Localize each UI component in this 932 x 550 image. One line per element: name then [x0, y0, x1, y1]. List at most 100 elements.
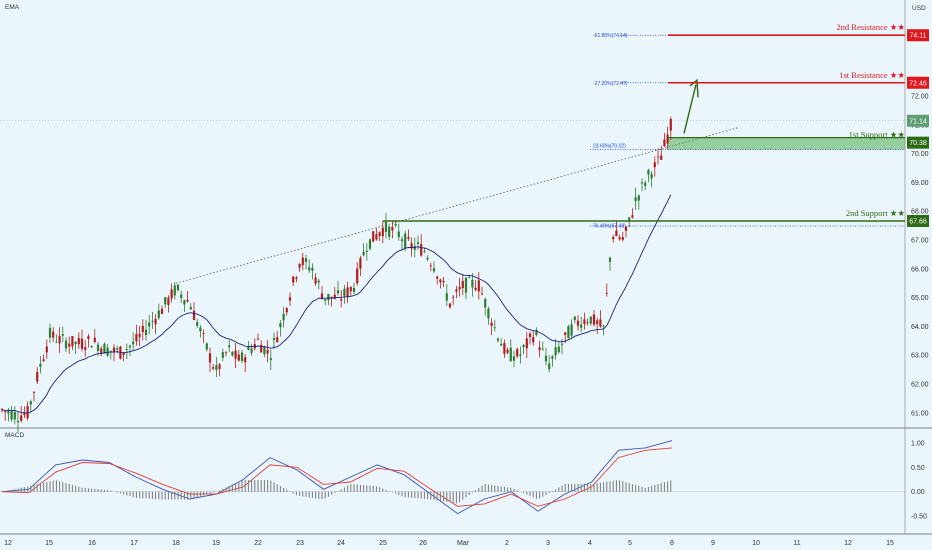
- candle-body: [407, 237, 410, 239]
- level-price-tag: [907, 214, 929, 227]
- last-price-value: 71.14: [909, 118, 927, 125]
- candle-body: [618, 237, 621, 240]
- candle-body: [58, 335, 61, 344]
- candle-body: [522, 344, 525, 347]
- candle-body: [541, 348, 544, 350]
- candle-body: [23, 413, 26, 416]
- candle-body: [170, 289, 173, 299]
- candle-body: [122, 352, 125, 356]
- level-price-tag: [907, 136, 929, 149]
- candle-body: [394, 223, 397, 226]
- candle-body: [266, 349, 269, 354]
- candle-body: [410, 243, 413, 249]
- candle-body: [42, 359, 45, 362]
- trendlines: [0, 78, 905, 284]
- candle-body: [573, 316, 576, 321]
- candle-body: [500, 343, 503, 346]
- x-tick-label: 22: [254, 540, 262, 547]
- candle-body: [295, 277, 298, 279]
- candle-body: [448, 303, 452, 308]
- candle-body: [413, 245, 416, 250]
- x-tick-label: 11: [793, 540, 800, 547]
- candle-body: [455, 289, 458, 292]
- candle-body: [167, 297, 170, 305]
- candle-body: [183, 300, 186, 305]
- candle-body: [628, 217, 631, 222]
- candle-body: [109, 350, 112, 352]
- candle-body: [135, 333, 138, 342]
- candle-body: [311, 267, 314, 271]
- candle-body: [320, 293, 324, 300]
- y-tick-label: 70.00: [911, 151, 929, 158]
- candle-body: [423, 251, 426, 253]
- level-price-tag: [907, 29, 929, 42]
- candle-body: [429, 265, 432, 267]
- candle-body: [596, 320, 599, 325]
- candle-body: [7, 410, 10, 414]
- candle-body: [48, 327, 52, 338]
- candle-body: [148, 322, 151, 327]
- candle-body: [336, 290, 340, 294]
- candle-body: [282, 313, 285, 321]
- candle-body: [132, 341, 135, 345]
- candle-body: [13, 411, 16, 420]
- x-tick-label: 9: [711, 540, 715, 547]
- candle-body: [528, 333, 532, 338]
- candle-body: [272, 338, 276, 341]
- candle-body: [458, 286, 461, 290]
- candle-body: [240, 352, 244, 361]
- candle-body: [612, 236, 615, 240]
- level-price-tag: [907, 76, 929, 89]
- candle-body: [173, 285, 176, 296]
- candle-body: [176, 284, 180, 291]
- candle-body: [496, 338, 500, 341]
- candle-body: [487, 308, 490, 319]
- candle-body: [263, 346, 266, 355]
- candle-body: [474, 287, 477, 291]
- candle-body: [480, 293, 484, 295]
- level-annotations: 71.14 -61.80%(74.14) 2nd Resistance ★★ 74.1…: [383, 22, 929, 229]
- x-tick-label: 17: [130, 540, 138, 547]
- candle-body: [580, 324, 583, 328]
- candle-body: [154, 318, 157, 325]
- candle-body: [436, 276, 439, 279]
- x-tick-label: 26: [419, 540, 427, 547]
- level-price-value: 67.66: [909, 218, 927, 225]
- candle-body: [503, 343, 506, 354]
- candle-body: [420, 244, 423, 256]
- candle-body: [138, 333, 141, 337]
- candle-body: [292, 276, 295, 283]
- x-tick-label: 15: [886, 540, 894, 547]
- y-tick-label: 65.00: [911, 295, 929, 302]
- candle-body: [583, 319, 586, 325]
- candle-body: [564, 332, 567, 335]
- candle-body: [87, 336, 90, 340]
- main-indicator-label: EMA: [5, 4, 20, 11]
- candle-body: [586, 322, 589, 324]
- candle-body: [212, 367, 215, 369]
- candle-body: [576, 320, 580, 326]
- y-tick-label: 64.00: [911, 324, 929, 331]
- x-tick-label: Mar: [457, 540, 470, 547]
- candle-body: [663, 139, 666, 147]
- candle-body: [71, 336, 74, 347]
- fib-label: -27.20%(72.47): [593, 81, 628, 87]
- candle-body: [637, 195, 640, 201]
- x-tick-label: 10: [752, 540, 760, 547]
- fib-label: 76.40%(67.48): [593, 223, 626, 229]
- candle-body: [368, 239, 372, 249]
- macd-y-tick-label: -0.50: [911, 514, 927, 521]
- candle-body: [16, 420, 20, 423]
- fib-label: -61.80%(74.14): [593, 33, 628, 39]
- candle-body: [589, 316, 592, 324]
- candle-body: [397, 231, 400, 238]
- candle-body: [388, 226, 391, 237]
- candle-body: [199, 327, 202, 332]
- candle-body: [10, 410, 13, 420]
- candle-body: [608, 257, 612, 262]
- candle-body: [484, 298, 487, 308]
- candle-body: [640, 182, 644, 184]
- candle-body: [269, 358, 272, 361]
- candle-body: [208, 353, 212, 363]
